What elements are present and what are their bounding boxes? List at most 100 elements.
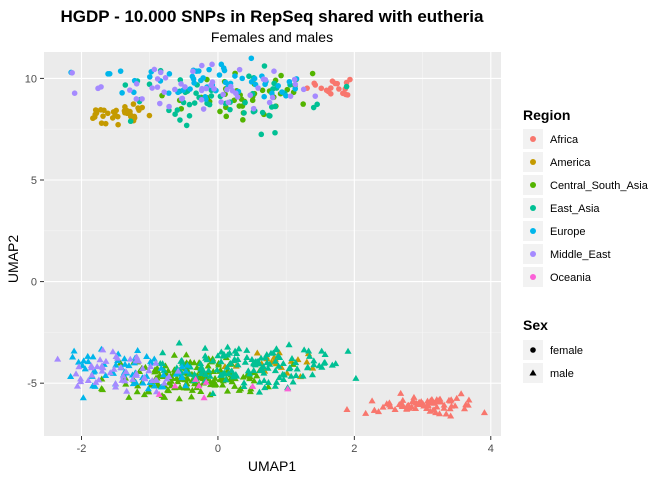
data-point-africa bbox=[374, 408, 383, 415]
data-point-middle-east bbox=[227, 83, 234, 90]
data-point-central-south-asia bbox=[236, 103, 243, 109]
data-point-central-south-asia bbox=[212, 380, 220, 387]
data-point-middle-east bbox=[269, 94, 276, 101]
data-point-central-south-asia bbox=[190, 359, 198, 366]
chart-title: HGDP - 10.000 SNPs in RepSeq shared with… bbox=[61, 7, 484, 26]
data-point-middle-east bbox=[113, 354, 122, 361]
data-point-europe bbox=[178, 363, 186, 370]
data-point-middle-east bbox=[153, 376, 161, 383]
data-point-east-asia bbox=[310, 361, 318, 368]
data-point-europe bbox=[105, 71, 111, 77]
data-point-europe bbox=[286, 78, 293, 85]
data-point-europe bbox=[159, 371, 168, 378]
data-point-middle-east bbox=[203, 85, 210, 92]
data-point-africa bbox=[460, 405, 469, 412]
data-point-east-asia bbox=[258, 364, 266, 371]
data-point-east-asia bbox=[197, 360, 205, 367]
data-point-middle-east bbox=[234, 94, 241, 100]
data-point-east-asia bbox=[310, 104, 317, 111]
data-point-middle-east bbox=[122, 368, 130, 375]
data-point-middle-east bbox=[199, 62, 205, 69]
data-point-europe bbox=[157, 364, 165, 371]
legend-label: female bbox=[550, 345, 583, 357]
data-point-europe bbox=[159, 383, 167, 390]
data-point-east-asia bbox=[263, 359, 271, 366]
data-point-east-asia bbox=[242, 99, 248, 106]
data-point-middle-east bbox=[151, 66, 158, 73]
data-point-europe bbox=[84, 358, 92, 365]
legend-key-africa bbox=[530, 136, 536, 142]
data-point-america bbox=[98, 120, 105, 126]
data-point-middle-east bbox=[260, 76, 267, 83]
data-point-america bbox=[92, 114, 98, 120]
gridlines bbox=[44, 52, 501, 436]
data-point-east-asia bbox=[246, 73, 252, 80]
legend: Region Africa America Central_South_Asia Eas… bbox=[523, 107, 649, 383]
data-point-middle-east bbox=[88, 371, 96, 378]
data-point-east-asia bbox=[226, 349, 234, 356]
data-point-africa bbox=[379, 403, 387, 410]
data-point-europe bbox=[70, 347, 78, 354]
data-point-east-asia bbox=[264, 364, 272, 371]
data-point-middle-east bbox=[95, 85, 101, 92]
data-point-america bbox=[136, 107, 142, 113]
data-point-middle-east bbox=[271, 68, 277, 74]
data-points bbox=[54, 55, 488, 419]
data-point-east-asia bbox=[275, 374, 283, 381]
data-point-europe bbox=[182, 382, 190, 389]
data-point-europe bbox=[80, 357, 88, 364]
data-point-middle-east bbox=[139, 364, 147, 371]
data-point-east-asia bbox=[240, 379, 248, 386]
data-point-europe bbox=[129, 380, 137, 387]
data-point-central-south-asia bbox=[223, 366, 232, 373]
data-point-europe bbox=[117, 68, 124, 74]
data-point-middle-east bbox=[182, 84, 188, 90]
data-point-east-asia bbox=[217, 371, 226, 378]
data-point-middle-east bbox=[102, 357, 110, 364]
data-point-east-asia bbox=[201, 344, 209, 351]
data-point-africa bbox=[399, 402, 407, 409]
data-point-africa bbox=[311, 80, 318, 87]
data-point-africa bbox=[480, 409, 488, 416]
data-point-europe bbox=[139, 379, 147, 386]
data-point-europe bbox=[187, 86, 193, 92]
data-point-east-asia bbox=[321, 358, 329, 365]
data-point-africa bbox=[465, 396, 473, 403]
data-point-east-asia bbox=[279, 360, 287, 367]
data-point-america bbox=[253, 349, 261, 356]
data-point-middle-east bbox=[112, 383, 120, 390]
data-point-middle-east bbox=[312, 93, 319, 99]
data-point-east-asia bbox=[222, 376, 230, 383]
data-point-middle-east bbox=[92, 378, 100, 385]
data-point-middle-east bbox=[198, 87, 205, 94]
data-point-africa bbox=[447, 412, 455, 419]
data-point-east-asia bbox=[243, 354, 251, 361]
data-point-east-asia bbox=[280, 371, 288, 378]
data-point-east-asia bbox=[293, 365, 301, 372]
data-point-middle-east bbox=[208, 82, 214, 88]
x-tick-label: 4 bbox=[488, 443, 494, 455]
data-point-east-asia bbox=[328, 361, 336, 368]
data-point-middle-east bbox=[75, 363, 83, 370]
data-point-east-asia bbox=[260, 369, 268, 376]
data-point-east-asia bbox=[305, 352, 314, 359]
data-point-middle-east bbox=[99, 346, 107, 353]
legend-label: America bbox=[550, 157, 591, 169]
data-point-middle-east bbox=[162, 75, 169, 81]
data-point-east-asia bbox=[190, 371, 198, 378]
data-point-america bbox=[124, 107, 130, 114]
data-point-africa bbox=[334, 80, 341, 87]
data-point-central-south-asia bbox=[253, 372, 261, 379]
data-point-central-south-asia bbox=[246, 388, 254, 395]
data-point-europe bbox=[144, 385, 152, 392]
data-point-africa bbox=[457, 390, 465, 397]
data-point-middle-east bbox=[106, 369, 114, 376]
data-point-central-south-asia bbox=[122, 380, 130, 387]
data-point-middle-east bbox=[156, 100, 163, 107]
data-point-east-asia bbox=[122, 82, 129, 88]
data-point-middle-east bbox=[266, 99, 273, 106]
data-point-east-asia bbox=[292, 359, 300, 366]
data-point-east-asia bbox=[174, 107, 181, 113]
data-point-east-asia bbox=[223, 363, 231, 370]
data-point-central-south-asia bbox=[154, 367, 162, 374]
